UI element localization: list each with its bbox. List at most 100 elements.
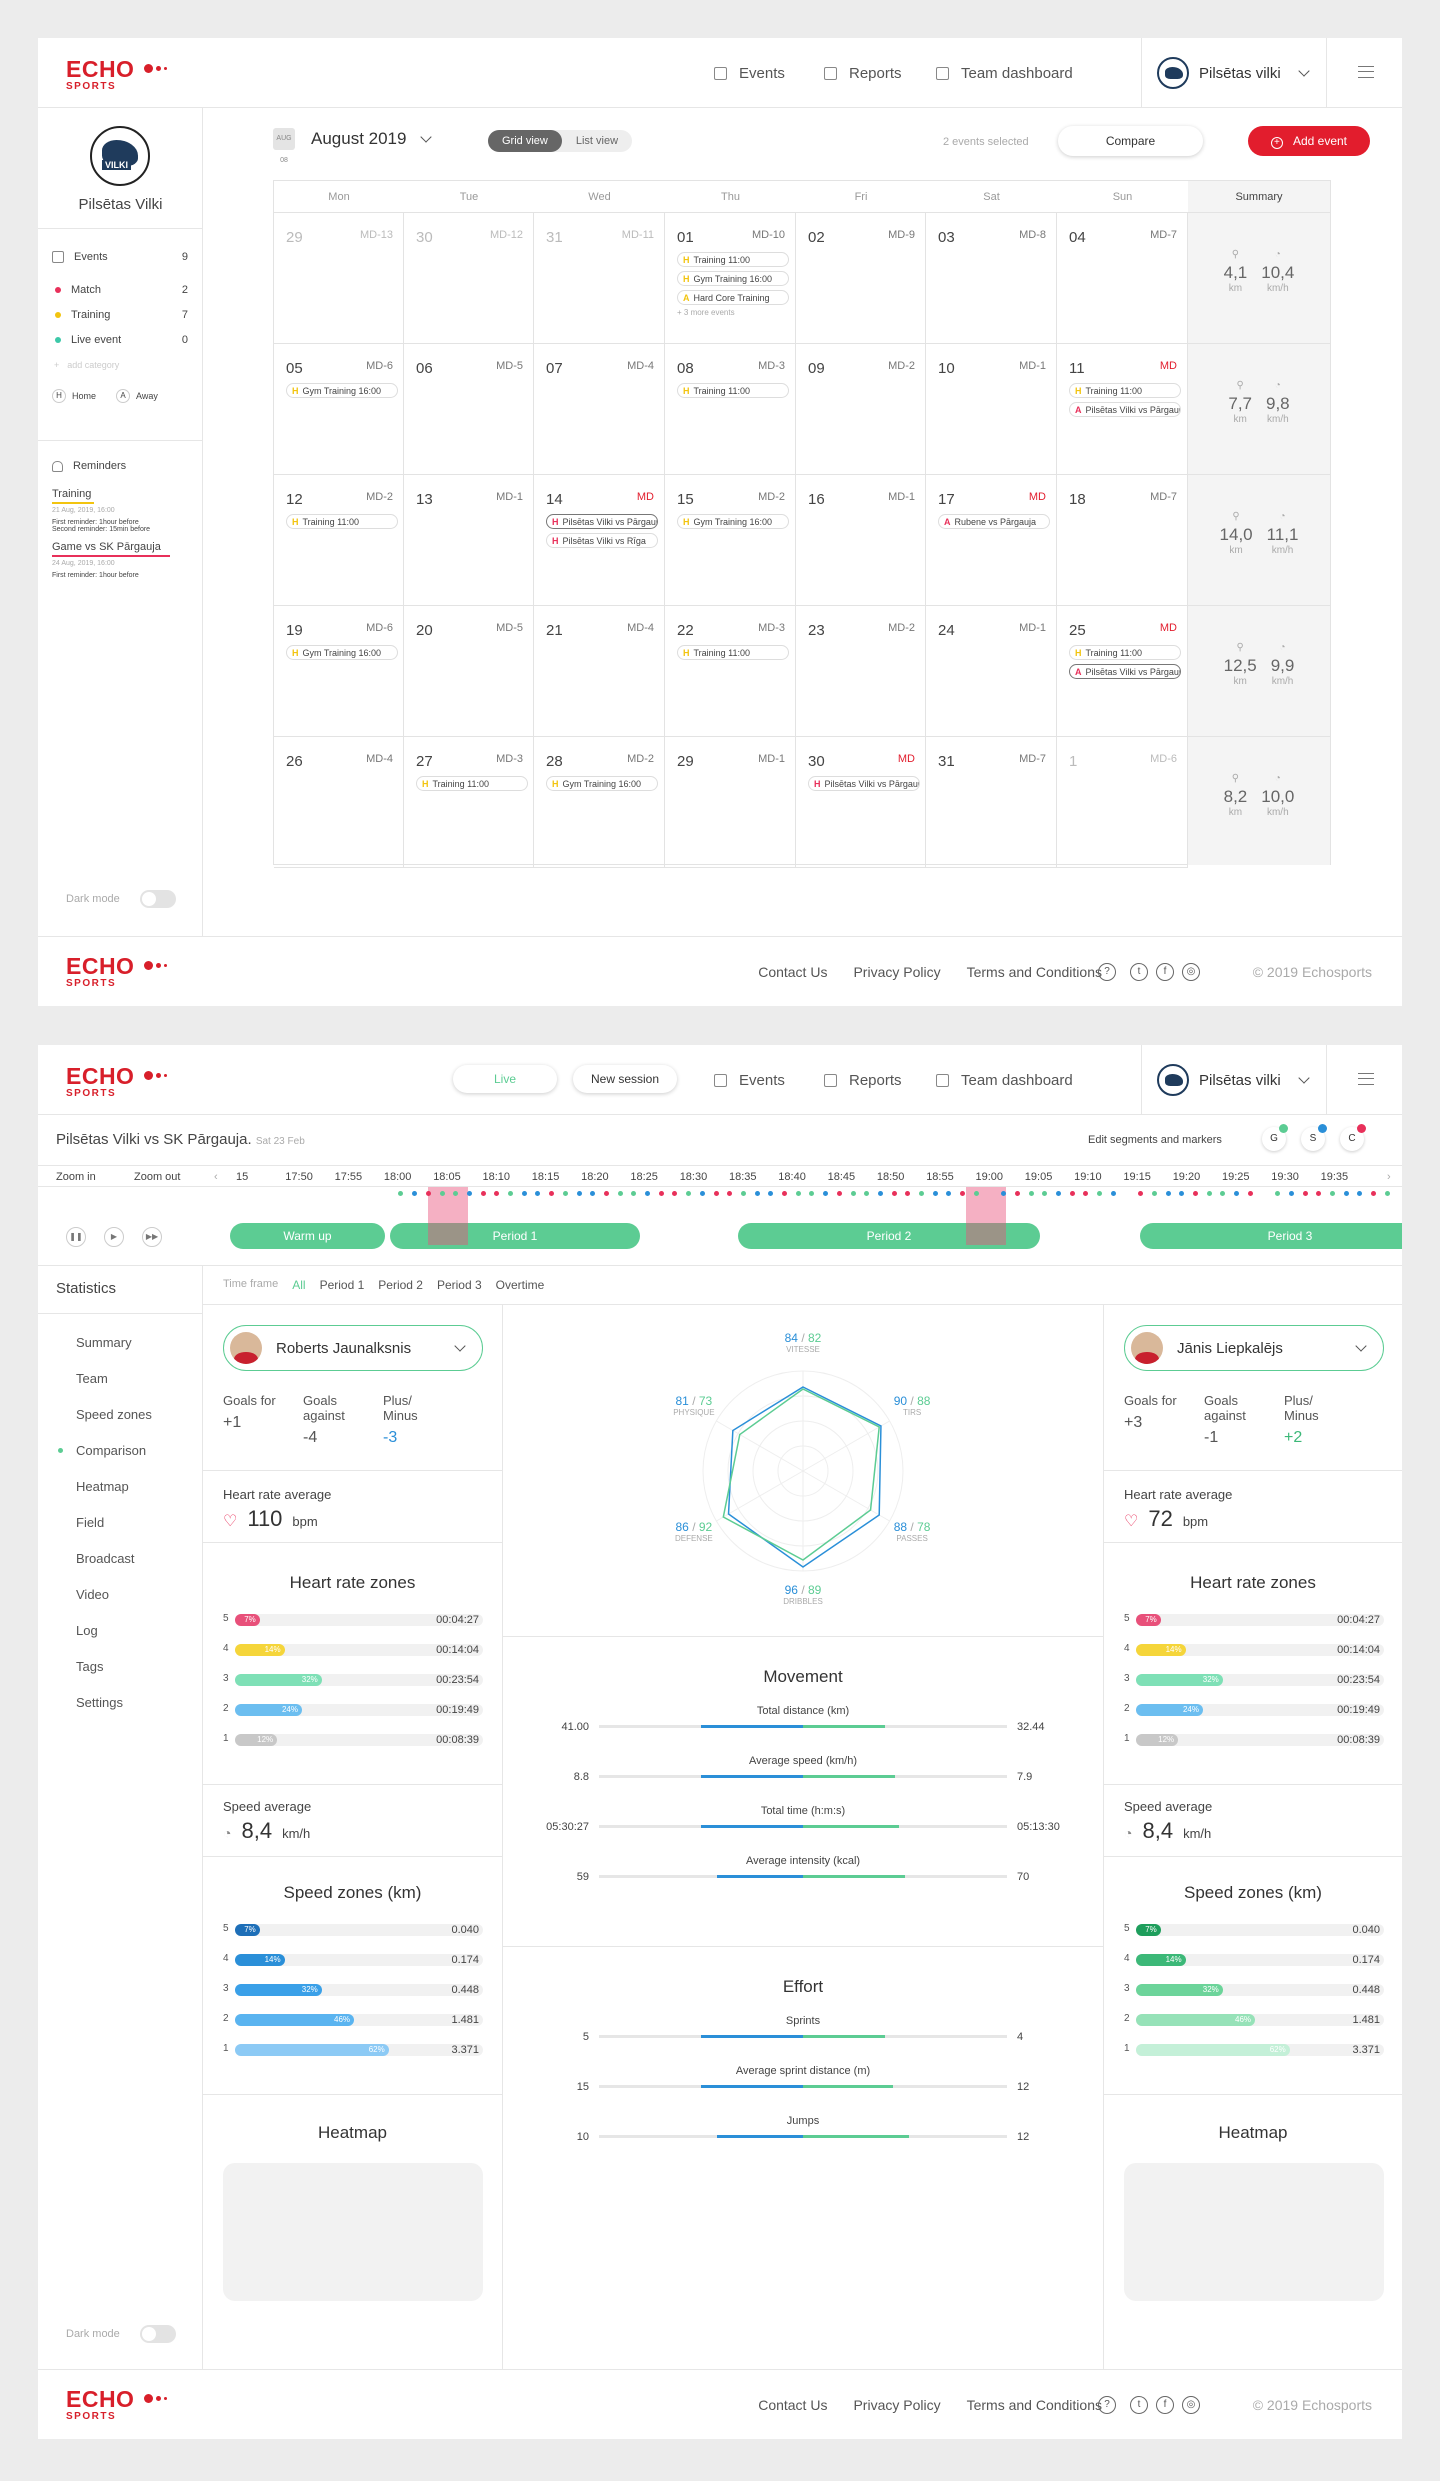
time-frame-tab[interactable]: Period 2	[378, 1278, 423, 1292]
calendar-day[interactable]: 04 MD-7	[1057, 213, 1188, 344]
grid-view-tab[interactable]: Grid view	[488, 130, 562, 152]
echo-logo[interactable]: ECHO SPORTS	[66, 2388, 186, 2424]
stats-menu-item[interactable]: Comparison	[58, 1443, 152, 1479]
calendar-day[interactable]: 24 MD-1	[926, 606, 1057, 737]
calendar-day[interactable]: 30 MD-12	[404, 213, 534, 344]
calendar-day[interactable]: 26 MD-4	[274, 737, 404, 868]
time-frame-tab[interactable]: All	[292, 1278, 306, 1292]
help-icon[interactable]: ?	[1098, 2396, 1116, 2414]
reminder-item[interactable]: Game vs SK Pārgauja 24 Aug, 2019, 16:00 …	[52, 541, 170, 579]
calendar-day[interactable]: 31 MD-11	[534, 213, 665, 344]
scroll-right-icon[interactable]: ›	[1387, 1171, 1391, 1183]
event-pill[interactable]: A Pilsētas Vilki vs Pārgauja	[1069, 664, 1181, 679]
add-category-link[interactable]: + add category	[54, 359, 120, 370]
nav-team-dashboard[interactable]: Team dashboard	[936, 38, 1073, 108]
calendar-day[interactable]: 16 MD-1	[796, 475, 926, 606]
instagram-icon[interactable]: ◎	[1182, 2396, 1200, 2414]
privacy-link[interactable]: Privacy Policy	[853, 964, 941, 980]
edit-segments-link[interactable]: Edit segments and markers	[1088, 1134, 1222, 1146]
team-selector[interactable]: Pilsētas vilki	[1141, 38, 1327, 108]
calendar-day[interactable]: 29 MD-13	[274, 213, 404, 344]
toggle-switch[interactable]	[139, 2325, 176, 2343]
event-pill[interactable]: H Training 11:00	[1069, 645, 1181, 660]
dark-mode-toggle[interactable]: Dark mode	[66, 890, 176, 908]
event-pill[interactable]: A Pilsētas Vilki vs Pārgauja	[1069, 402, 1181, 417]
reminder-item[interactable]: Training 21 Aug, 2019, 16:00 First remin…	[52, 488, 151, 533]
event-pill[interactable]: H Gym Training 16:00	[677, 271, 789, 286]
new-session-button[interactable]: New session	[573, 1065, 677, 1093]
menu-icon[interactable]	[1358, 1073, 1374, 1085]
calendar-day[interactable]: 08 MD-3 H Training 11:00	[665, 344, 796, 475]
contact-link[interactable]: Contact Us	[758, 964, 828, 980]
calendar-day[interactable]: 31 MD-7	[926, 737, 1057, 868]
calendar-day[interactable]: 14 MD H Pilsētas Vilki vs Pārgauja H Pilsētas…	[534, 475, 665, 606]
calendar-day[interactable]: 09 MD-2	[796, 344, 926, 475]
category-match[interactable]: Match 2	[52, 281, 188, 298]
terms-link[interactable]: Terms and Conditions	[966, 2397, 1102, 2413]
privacy-link[interactable]: Privacy Policy	[853, 2397, 941, 2413]
event-pill[interactable]: H Training 11:00	[677, 383, 789, 398]
help-icon[interactable]: ?	[1098, 963, 1116, 981]
more-events-link[interactable]: + 3 more events	[677, 308, 735, 317]
event-pill[interactable]: H Gym Training 16:00	[677, 514, 789, 529]
event-pill[interactable]: H Gym Training 16:00	[546, 776, 658, 791]
live-button[interactable]: Live	[453, 1065, 557, 1093]
calendar-day[interactable]: 29 MD-1	[665, 737, 796, 868]
player-selector[interactable]: Jānis Liepkalējs	[1124, 1325, 1384, 1371]
nav-reports[interactable]: Reports	[824, 1045, 902, 1115]
stats-menu-item[interactable]: Speed zones	[76, 1407, 152, 1422]
echo-logo[interactable]: ECHO SPORTS	[66, 1065, 186, 1101]
period-segment[interactable]: Period 2	[738, 1223, 1040, 1249]
time-frame-tab[interactable]: Period 3	[436, 1278, 482, 1292]
stats-menu-item[interactable]: Settings	[76, 1695, 123, 1710]
category-training[interactable]: Training 7	[52, 306, 188, 323]
calendar-day[interactable]: 23 MD-2	[796, 606, 926, 737]
zoom-out-button[interactable]: Zoom out	[134, 1171, 181, 1183]
calendar-day[interactable]: 07 MD-4	[534, 344, 665, 475]
month-selector[interactable]: AUG 08 August 2019	[273, 128, 448, 164]
stats-menu-item[interactable]: Log	[76, 1623, 98, 1638]
calendar-day[interactable]: 18 MD-7	[1057, 475, 1188, 606]
event-pill[interactable]: H Pilsētas Vilki vs Rīga	[546, 533, 658, 548]
facebook-icon[interactable]: f	[1156, 963, 1174, 981]
stats-menu-item[interactable]: Heatmap	[76, 1479, 129, 1494]
calendar-day[interactable]: 02 MD-9	[796, 213, 926, 344]
marker-g-button[interactable]: G	[1262, 1124, 1288, 1151]
calendar-day[interactable]: 17 MD A Rubene vs Pārgauja	[926, 475, 1057, 606]
player-selector[interactable]: Roberts Jaunalksnis	[223, 1325, 483, 1371]
calendar-day[interactable]: 28 MD-2 H Gym Training 16:00	[534, 737, 665, 868]
contact-link[interactable]: Contact Us	[758, 2397, 828, 2413]
calendar-day[interactable]: 22 MD-3 H Training 11:00	[665, 606, 796, 737]
event-pill[interactable]: H Training 11:00	[1069, 383, 1181, 398]
stats-menu-item[interactable]: Video	[76, 1587, 110, 1602]
calendar-day[interactable]: 1 MD-6	[1057, 737, 1188, 868]
facebook-icon[interactable]: f	[1156, 2396, 1174, 2414]
stats-menu-item[interactable]: Summary	[76, 1335, 132, 1350]
event-pill[interactable]: H Gym Training 16:00	[286, 383, 398, 398]
stats-menu-item[interactable]: Broadcast	[76, 1551, 135, 1566]
calendar-day[interactable]: 25 MD H Training 11:00 A Pilsētas Vilki vs Pā…	[1057, 606, 1188, 737]
toggle-switch[interactable]	[139, 890, 176, 908]
calendar-day[interactable]: 15 MD-2 H Gym Training 16:00	[665, 475, 796, 606]
calendar-day[interactable]: 01 MD-10 H Training 11:00 H Gym Training 16:0…	[665, 213, 796, 344]
calendar-day[interactable]: 03 MD-8	[926, 213, 1057, 344]
forward-button[interactable]: ▶▶	[142, 1227, 162, 1247]
calendar-day[interactable]: 12 MD-2 H Training 11:00	[274, 475, 404, 606]
event-pill[interactable]: H Training 11:00	[286, 514, 398, 529]
dark-mode-toggle[interactable]: Dark mode	[66, 2325, 176, 2343]
twitter-icon[interactable]: t	[1130, 963, 1148, 981]
calendar-day[interactable]: 21 MD-4	[534, 606, 665, 737]
echo-logo[interactable]: ECHO SPORTS	[66, 955, 186, 991]
event-pill[interactable]: H Gym Training 16:00	[286, 645, 398, 660]
marker-c-button[interactable]: C	[1340, 1124, 1366, 1151]
team-selector[interactable]: Pilsētas vilki	[1141, 1045, 1327, 1115]
event-pill[interactable]: H Pilsētas Vilki vs Pārgauja	[808, 776, 920, 791]
echo-logo[interactable]: ECHO SPORTS	[66, 58, 186, 94]
calendar-day[interactable]: 20 MD-5	[404, 606, 534, 737]
scroll-left-icon[interactable]: ‹	[214, 1171, 218, 1183]
terms-link[interactable]: Terms and Conditions	[966, 964, 1102, 980]
event-pill[interactable]: H Training 11:00	[416, 776, 528, 791]
play-button[interactable]: ▶	[104, 1227, 124, 1247]
instagram-icon[interactable]: ◎	[1182, 963, 1200, 981]
time-frame-tab[interactable]: Period 1	[319, 1278, 365, 1292]
